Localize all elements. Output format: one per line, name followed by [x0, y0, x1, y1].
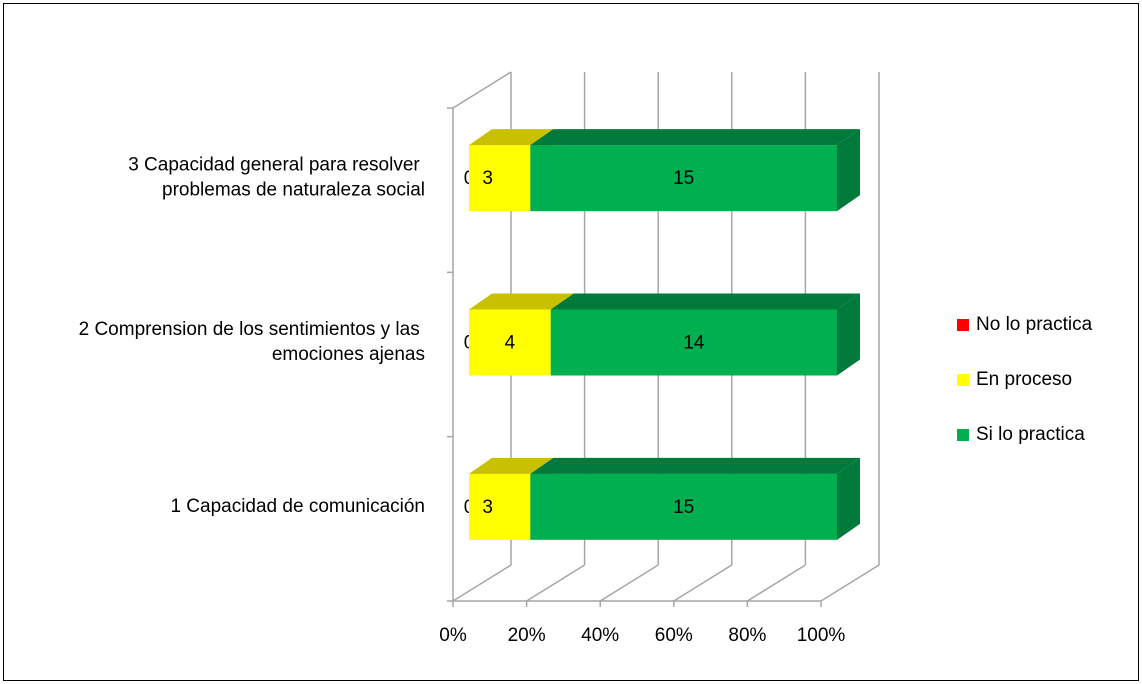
grid-line — [526, 564, 585, 602]
bar-top — [469, 457, 554, 474]
data-label: 15 — [673, 497, 694, 518]
bar-top — [550, 293, 860, 310]
x-tick-label: 40% — [581, 625, 619, 646]
x-tick-label: 60% — [655, 625, 693, 646]
legend-swatch — [957, 319, 969, 331]
x-tick-label: 20% — [508, 625, 546, 646]
bar-side — [837, 293, 860, 376]
bar-front — [469, 145, 531, 212]
bar-front — [530, 145, 837, 212]
legend-label: En proceso — [976, 369, 1072, 390]
grid-line — [820, 564, 880, 602]
bar-front — [550, 309, 837, 376]
axis-line — [452, 71, 512, 109]
bar-front — [530, 473, 837, 540]
legend-label: Si lo practica — [976, 424, 1085, 445]
bar-front — [469, 473, 531, 540]
bar-top — [530, 129, 860, 146]
legend-swatch — [957, 429, 969, 441]
category-label: 1 Capacidad de comunicación — [170, 496, 425, 517]
grid-line — [599, 564, 659, 602]
data-label: 14 — [683, 333, 705, 354]
category-label: 3 Capacidad general para resolver proble… — [128, 155, 425, 201]
bar-side — [837, 457, 860, 540]
legend-swatch — [957, 374, 969, 386]
category-label: 2 Comprension de los sentimientos y las … — [79, 319, 425, 365]
data-label: 3 — [482, 168, 493, 189]
bar-top — [469, 293, 574, 310]
bar-top — [530, 457, 860, 474]
data-label: 4 — [505, 333, 516, 354]
bar-front — [469, 309, 551, 376]
grid-line — [747, 564, 806, 602]
bar-side — [837, 129, 860, 212]
grid-line — [673, 564, 733, 602]
legend-label: No lo practica — [976, 314, 1093, 335]
data-label: 3 — [482, 497, 493, 518]
bar-top — [469, 129, 554, 146]
grid-line — [452, 564, 512, 602]
data-label: 15 — [673, 168, 694, 189]
x-tick-label: 0% — [439, 625, 467, 646]
x-tick-label: 80% — [728, 625, 766, 646]
x-tick-label: 100% — [797, 625, 846, 646]
